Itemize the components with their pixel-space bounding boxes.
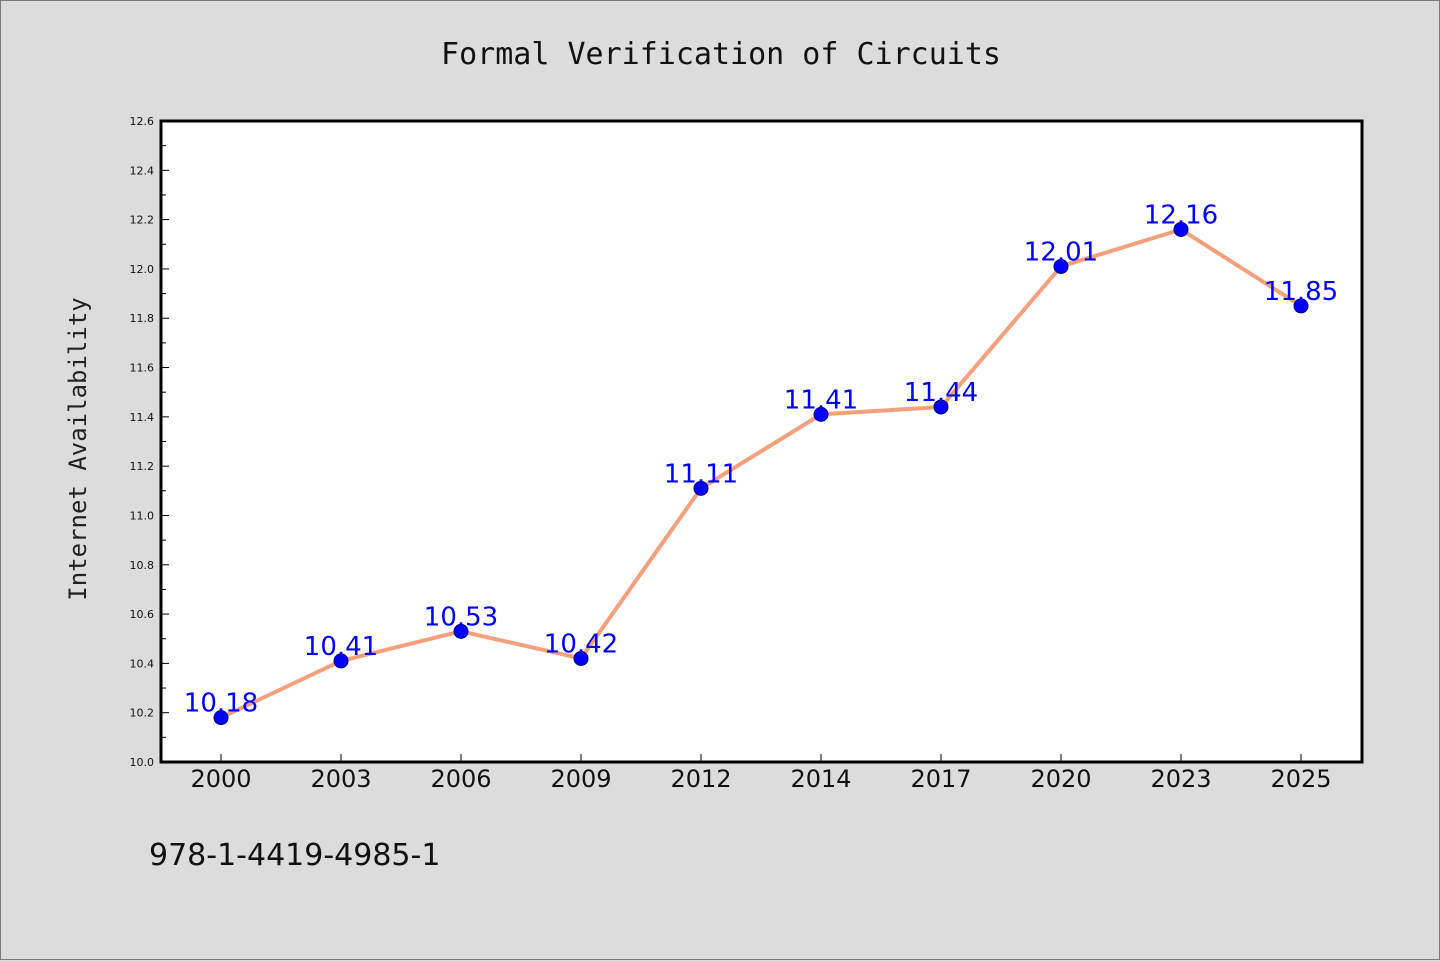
data-label: 12.01 — [1024, 237, 1098, 267]
data-label: 11.41 — [784, 385, 858, 415]
x-tick-label: 2014 — [790, 765, 851, 793]
x-tick-label: 2017 — [910, 765, 971, 793]
y-tick-label: 10.2 — [130, 707, 155, 720]
data-point-marker — [1173, 221, 1189, 237]
y-tick-label: 10.4 — [130, 657, 155, 670]
data-label: 11.44 — [904, 378, 978, 408]
data-labels: 10.18 10.41 10.53 10.42 11.11 11.41 11.44 12.01… — [184, 200, 1338, 718]
y-tick-label: 12.4 — [130, 164, 155, 177]
y-tick-label: 10.6 — [130, 608, 155, 621]
data-label: 11.11 — [664, 459, 738, 489]
y-tick-label: 11.2 — [130, 460, 155, 473]
chart-title: Formal Verification of Circuits — [441, 37, 1001, 72]
y-tick-label: 12.2 — [130, 214, 155, 227]
x-tick-label: 2006 — [430, 765, 491, 793]
data-point-marker — [453, 623, 469, 639]
data-point-marker — [813, 406, 829, 422]
series-line — [219, 227, 1303, 720]
axis-ticks: 10.0 10.2 10.4 10.6 10.8 11.0 11.2 11.4 11.6 11.8… — [130, 115, 1332, 793]
y-tick-label: 12.0 — [130, 263, 155, 276]
y-axis-label: Internet Availability — [64, 297, 92, 600]
y-tick-label: 11.8 — [130, 312, 155, 325]
data-point-marker — [1293, 298, 1309, 314]
y-tick-label: 11.6 — [130, 362, 155, 375]
x-tick-label: 2009 — [550, 765, 611, 793]
data-label: 10.53 — [424, 602, 498, 632]
data-point-marker — [213, 710, 229, 726]
data-label: 10.18 — [184, 689, 258, 719]
data-label: 10.41 — [304, 632, 378, 662]
data-point-marker — [573, 650, 589, 666]
data-label: 10.42 — [544, 629, 618, 659]
data-label: 11.85 — [1264, 277, 1338, 307]
y-tick-label: 10.8 — [130, 559, 155, 572]
isbn-text: 978-1-4419-4985-1 — [149, 838, 440, 873]
y-tick-label: 11.4 — [130, 411, 155, 424]
series-line-layer — [219, 227, 1303, 720]
series-markers — [213, 221, 1309, 726]
y-tick-label: 11.0 — [130, 509, 155, 522]
y-tick-label: 10.0 — [130, 756, 155, 769]
data-point-marker — [933, 399, 949, 415]
data-point-marker — [693, 480, 709, 496]
data-point-marker — [1053, 258, 1069, 274]
x-tick-label: 2000 — [190, 765, 251, 793]
x-tick-label: 2020 — [1030, 765, 1091, 793]
plot-border — [159, 119, 1364, 764]
x-tick-label: 2023 — [1150, 765, 1211, 793]
y-tick-label: 12.6 — [130, 115, 155, 128]
data-point-marker — [333, 653, 349, 669]
x-tick-label: 2012 — [670, 765, 731, 793]
x-tick-label: 2003 — [310, 765, 371, 793]
data-label: 12.16 — [1144, 200, 1218, 230]
x-tick-label: 2025 — [1270, 765, 1331, 793]
